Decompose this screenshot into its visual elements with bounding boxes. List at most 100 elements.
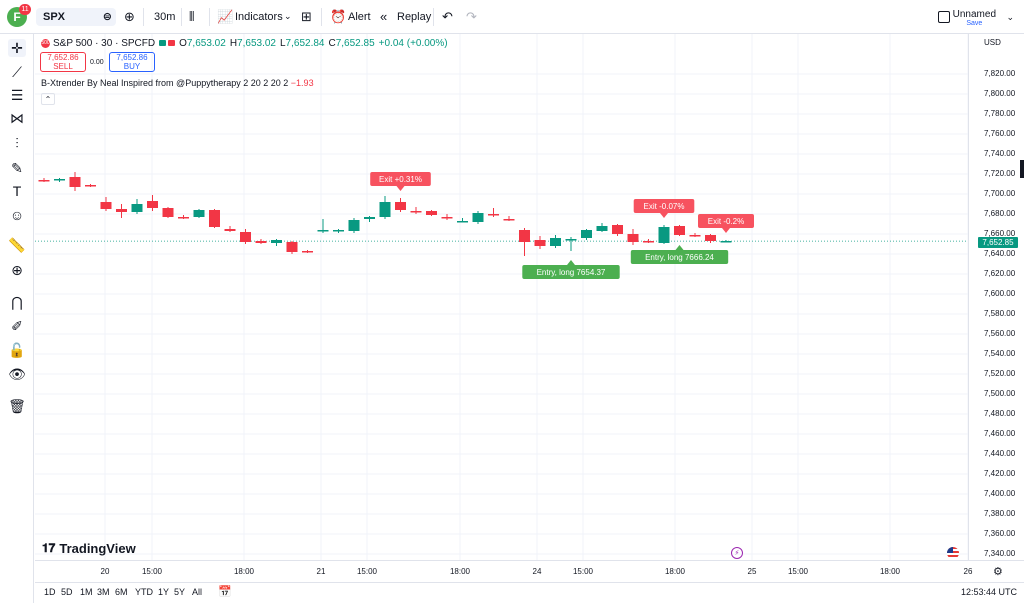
candle-body: [488, 214, 499, 216]
lightning-icon[interactable]: ⚡: [731, 547, 743, 559]
candle-body: [720, 241, 732, 243]
price-tick-label: 7,500.00: [984, 389, 1016, 398]
trash-icon[interactable]: 🗑: [8, 397, 26, 414]
price-tick-label: 7,540.00: [984, 349, 1016, 358]
time-axis[interactable]: [35, 560, 1024, 582]
bottom-toolbar: [35, 582, 1024, 603]
open-value: 7,653.02: [186, 37, 226, 49]
eye-icon[interactable]: 👁: [8, 365, 26, 382]
time-tick-label: 18:00: [233, 567, 255, 576]
symbol-title[interactable]: S&P 500 · 30 · SPCFD: [53, 37, 156, 49]
interval-button[interactable]: 30m: [154, 11, 176, 23]
alert-clock-icon[interactable]: ⏰: [330, 9, 347, 24]
indicators-dropdown-icon[interactable]: ⌄: [284, 11, 292, 21]
lock-drawing-icon[interactable]: ✐: [11, 317, 23, 334]
replay-icon[interactable]: «: [380, 9, 388, 24]
time-tick-label: 15:00: [787, 567, 809, 576]
current-price-tag: 7,652.85: [978, 237, 1018, 248]
templates-icon[interactable]: ⊞: [301, 9, 312, 24]
zoom-icon[interactable]: ⊕: [11, 261, 23, 278]
magnet-icon[interactable]: ⋂: [11, 293, 23, 310]
text-icon[interactable]: T: [12, 183, 22, 199]
range-button-1m[interactable]: 1M: [80, 587, 93, 597]
currency-label[interactable]: USD: [984, 38, 1001, 47]
exit-label-text: Exit +0.31%: [379, 175, 422, 184]
time-tick-label: 18:00: [879, 567, 901, 576]
us-flag-icon[interactable]: [947, 547, 959, 559]
candle-body: [441, 217, 453, 219]
sell-label: SELL: [53, 62, 73, 71]
replay-button[interactable]: Replay: [397, 11, 432, 23]
layout-save-link[interactable]: Save: [966, 20, 983, 27]
fib-levels-icon[interactable]: ☰: [10, 86, 24, 103]
scroll-handle[interactable]: [1020, 160, 1024, 178]
exit-label-pointer: [722, 228, 730, 233]
candle-body: [54, 179, 65, 181]
redo-icon[interactable]: ↷: [466, 9, 477, 24]
collapse-legend-button[interactable]: ⌃: [41, 93, 55, 105]
candle-body: [643, 241, 654, 243]
utc-clock[interactable]: 12:53:44 UTC: [961, 587, 1018, 597]
ruler-icon[interactable]: 📏: [8, 236, 26, 253]
low-label: L: [279, 37, 286, 49]
range-button-1d[interactable]: 1D: [44, 587, 56, 597]
range-button-all[interactable]: All: [192, 587, 203, 597]
calendar-icon[interactable]: 📅: [218, 586, 232, 598]
sell-button[interactable]: 7,652.86 SELL: [40, 52, 86, 72]
price-tick-label: 7,660.00: [984, 229, 1016, 238]
range-button-5d[interactable]: 5D: [61, 587, 73, 597]
candle-body: [193, 210, 205, 217]
forecast-icon[interactable]: ⫶: [15, 134, 19, 151]
entry-label-box: [630, 250, 729, 264]
undo-icon[interactable]: ↶: [442, 9, 453, 24]
candle-body: [178, 217, 189, 219]
layout-checkbox[interactable]: [938, 11, 950, 23]
indicator-legend[interactable]: B-Xtrender By Neal Inspired from @Puppyt…: [41, 78, 314, 88]
time-tick-label: 26: [963, 567, 973, 576]
range-button-ytd[interactable]: YTD: [135, 587, 153, 597]
layout-dropdown-icon[interactable]: ⌄: [1006, 12, 1014, 22]
range-button-1y[interactable]: 1Y: [158, 587, 170, 597]
chart-pane[interactable]: Exit +0.31% Exit -0.07% Exit -0.2% Entry, l…: [35, 34, 969, 560]
time-tick-label: 20: [100, 567, 110, 576]
candle-body: [240, 232, 251, 242]
settings-gear-icon[interactable]: ⚙: [993, 566, 1003, 578]
range-button-3m[interactable]: 3M: [97, 587, 110, 597]
tradingview-logo[interactable]: 𝟏𝟕 TradingView: [42, 541, 136, 556]
time-tick-label: 25: [747, 567, 757, 576]
trend-line-icon[interactable]: ⟋: [12, 63, 22, 80]
candle-body: [627, 234, 639, 242]
price-tick-label: 7,640.00: [984, 249, 1016, 258]
pattern-icon[interactable]: ⋈: [10, 109, 24, 126]
toolbar-divider: [181, 8, 182, 26]
crosshair-icon[interactable]: ✛: [8, 39, 26, 57]
candle-body: [162, 208, 174, 217]
range-button-5y[interactable]: 5Y: [174, 587, 186, 597]
candles-icon[interactable]: ⫴: [189, 9, 195, 24]
buy-button[interactable]: 7,652.86 BUY: [109, 52, 155, 72]
add-symbol-icon[interactable]: ⊕: [124, 9, 135, 24]
lock-icon[interactable]: 🔓: [8, 341, 26, 358]
candle-body: [395, 202, 406, 210]
compare-icon[interactable]: ⊜: [102, 11, 112, 23]
candle-body: [209, 210, 220, 227]
change-value: +0.04 (+0.00%): [378, 37, 448, 49]
price-tick-label: 7,700.00: [984, 189, 1016, 198]
price-axis[interactable]: [968, 34, 1024, 560]
price-chart[interactable]: Exit +0.31% Exit -0.07% Exit -0.2% Entry, l…: [35, 34, 969, 560]
layout-name[interactable]: Unnamed Save: [953, 9, 996, 27]
price-tick-label: 7,460.00: [984, 429, 1016, 438]
buy-price: 7,652.86: [116, 53, 148, 62]
brush-icon[interactable]: ✎: [11, 159, 23, 176]
emoji-icon[interactable]: ☺: [9, 207, 25, 223]
buy-label: BUY: [123, 62, 141, 71]
candle-body: [410, 211, 422, 213]
indicators-icon[interactable]: 📈: [217, 9, 234, 24]
indicator-name: B-Xtrender By Neal Inspired from @Puppyt…: [41, 78, 289, 88]
symbol-search[interactable]: SPX ⊜: [36, 8, 116, 26]
range-button-6m[interactable]: 6M: [115, 587, 128, 597]
indicators-button[interactable]: Indicators: [235, 11, 283, 23]
price-tick-label: 7,720.00: [984, 169, 1016, 178]
alert-button[interactable]: Alert: [348, 11, 371, 23]
entry-label-pointer: [567, 260, 575, 265]
